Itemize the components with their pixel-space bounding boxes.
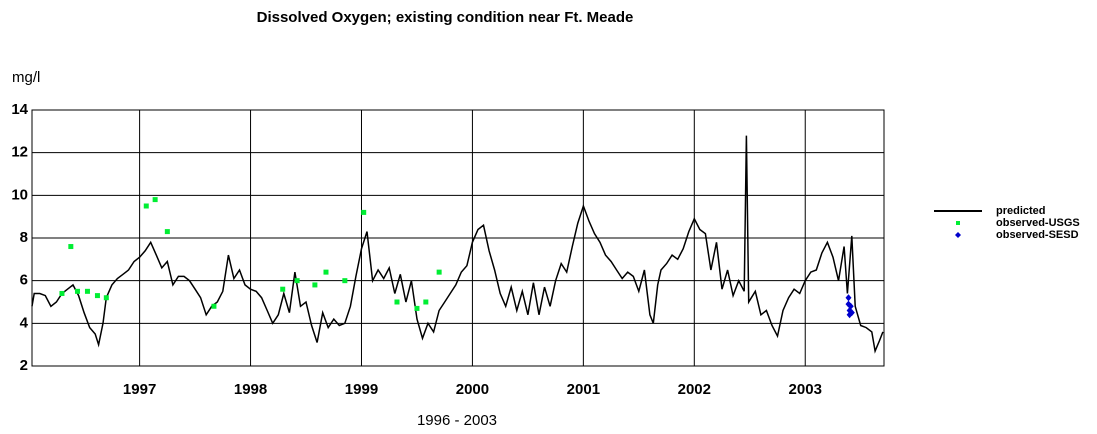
x-tick-label: 2000 bbox=[456, 381, 489, 398]
point bbox=[294, 278, 300, 284]
point bbox=[103, 295, 109, 301]
chart-title: Dissolved Oxygen; existing condition nea… bbox=[257, 9, 634, 26]
y-tick-label: 10 bbox=[11, 186, 28, 203]
y-tick-label: 8 bbox=[20, 229, 28, 246]
y-tick-label: 12 bbox=[11, 144, 28, 161]
legend-label: observed-SESD bbox=[996, 229, 1079, 241]
point bbox=[84, 288, 90, 294]
y-tick-label: 2 bbox=[20, 357, 28, 374]
point bbox=[847, 302, 854, 310]
legend-label: predicted bbox=[996, 205, 1046, 217]
legend-label: observed-USGS bbox=[996, 217, 1080, 229]
y-tick-label: 4 bbox=[20, 314, 29, 331]
x-axis-label: 1996 - 2003 bbox=[417, 412, 497, 429]
point bbox=[394, 299, 400, 305]
point bbox=[74, 288, 80, 294]
point bbox=[845, 294, 852, 302]
legend-swatch bbox=[956, 221, 960, 225]
x-tick-label: 1997 bbox=[123, 381, 156, 398]
point bbox=[423, 299, 429, 305]
x-tick-label: 1998 bbox=[234, 381, 267, 398]
predicted-line bbox=[31, 135, 884, 354]
point bbox=[414, 305, 420, 311]
point bbox=[312, 282, 318, 288]
point bbox=[280, 286, 286, 292]
point bbox=[68, 244, 74, 250]
point bbox=[164, 229, 170, 235]
point bbox=[848, 309, 855, 317]
point bbox=[59, 290, 65, 296]
point bbox=[436, 269, 442, 275]
y-tick-label: 6 bbox=[20, 272, 28, 289]
point bbox=[323, 269, 329, 275]
x-tick-label: 1999 bbox=[345, 381, 378, 398]
x-tick-label: 2002 bbox=[678, 381, 711, 398]
y-tick-label: 14 bbox=[11, 101, 28, 118]
point bbox=[152, 197, 158, 203]
point bbox=[342, 278, 348, 284]
point bbox=[94, 293, 100, 299]
point bbox=[211, 303, 217, 309]
point bbox=[361, 209, 367, 215]
y-axis-label: mg/l bbox=[12, 69, 40, 86]
x-tick-label: 2003 bbox=[789, 381, 822, 398]
point bbox=[143, 203, 149, 209]
legend-swatch bbox=[955, 232, 961, 238]
x-tick-label: 2001 bbox=[567, 381, 600, 398]
